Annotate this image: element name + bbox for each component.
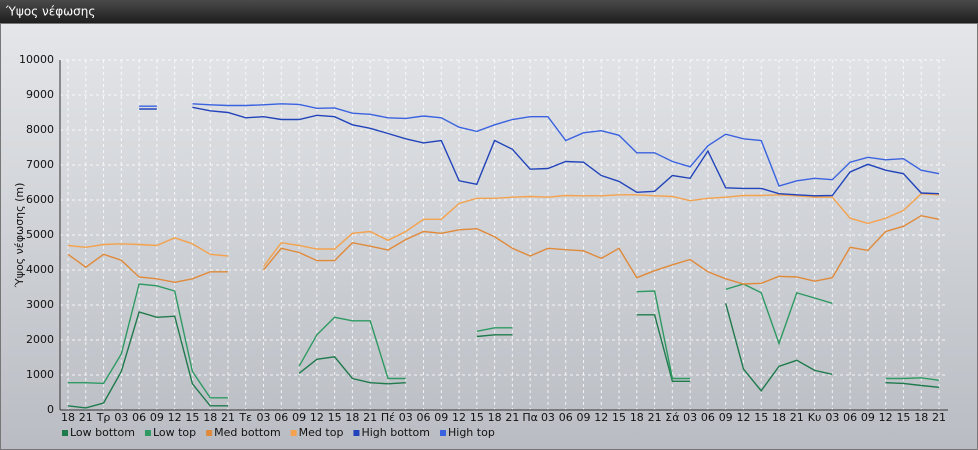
x-tick-label: 18 (488, 411, 502, 424)
x-tick-label: 06 (132, 411, 146, 424)
y-axis-label: Ύψος νέφωσης (m) (13, 183, 26, 289)
x-tick-label: 15 (612, 411, 626, 424)
x-tick-label: 15 (328, 411, 342, 424)
y-tick-label: 5000 (26, 228, 54, 241)
x-tick-label: 06 (843, 411, 857, 424)
x-tick-label: 06 (274, 411, 288, 424)
legend-label: Med bottom (214, 426, 281, 439)
legend-swatch (440, 430, 446, 436)
x-tick-label: 03 (399, 411, 413, 424)
x-tick-label: 06 (701, 411, 715, 424)
y-tick-label: 6000 (26, 193, 54, 206)
x-tick-label: Σά (665, 411, 679, 424)
legend-label: Low bottom (70, 426, 135, 439)
x-tick-label: 03 (683, 411, 697, 424)
legend-swatch (206, 430, 213, 436)
chart-title: Ύψος νέφωσης (5, 5, 95, 19)
x-tick-label: 12 (594, 411, 608, 424)
x-tick-label: 15 (754, 411, 768, 424)
x-tick-label: 12 (310, 411, 324, 424)
y-tick-label: 10000 (19, 53, 54, 66)
title-bar (0, 0, 978, 23)
x-tick-label: 09 (150, 411, 164, 424)
legend-swatch (353, 430, 360, 436)
x-tick-label: 21 (79, 411, 93, 424)
x-tick-label: Τρ (96, 411, 111, 424)
x-tick-label: 09 (576, 411, 590, 424)
series-line (139, 103, 940, 187)
y-tick-label: 2000 (26, 333, 54, 346)
series-line (67, 214, 940, 285)
y-tick-label: 0 (47, 403, 54, 416)
x-tick-label: 21 (363, 411, 377, 424)
x-tick-label: 15 (470, 411, 484, 424)
series-line (67, 303, 940, 409)
x-tick-label: 18 (914, 411, 928, 424)
x-tick-label: 06 (417, 411, 431, 424)
legend-label: High bottom (361, 426, 430, 439)
y-tick-label: 7000 (26, 158, 54, 171)
x-tick-label: 09 (292, 411, 306, 424)
x-tick-label: 18 (345, 411, 359, 424)
x-tick-label: 21 (221, 411, 235, 424)
x-tick-label: 09 (434, 411, 448, 424)
chart-panel (0, 23, 978, 450)
legend-swatch (290, 430, 297, 436)
x-tick-label: 21 (648, 411, 662, 424)
x-tick-label: 03 (114, 411, 128, 424)
x-tick-label: 12 (736, 411, 750, 424)
x-tick-label: 18 (772, 411, 786, 424)
y-tick-label: 8000 (26, 123, 54, 136)
x-tick-label: Κυ (808, 411, 822, 424)
x-tick-label: 21 (932, 411, 946, 424)
x-tick-label: Τε (238, 411, 252, 424)
x-tick-label: Πέ (381, 411, 395, 424)
y-tick-label: 1000 (26, 368, 54, 381)
x-tick-label: 12 (168, 411, 182, 424)
x-tick-label: 21 (790, 411, 804, 424)
x-tick-label: 03 (541, 411, 555, 424)
x-tick-label: 09 (861, 411, 875, 424)
legend-label: Low top (153, 426, 196, 439)
x-tick-label: 18 (61, 411, 75, 424)
series-line (67, 192, 940, 267)
x-tick-label: 18 (630, 411, 644, 424)
series-line (68, 283, 940, 399)
x-tick-label: 12 (452, 411, 466, 424)
x-tick-label: 12 (879, 411, 893, 424)
legend-label: High top (448, 426, 495, 439)
legend-swatch (62, 430, 68, 436)
legend-swatch (144, 430, 151, 436)
x-tick-label: 21 (505, 411, 519, 424)
x-tick-label: 03 (257, 411, 271, 424)
legend-label: Med top (299, 426, 344, 439)
x-tick-label: 15 (185, 411, 199, 424)
y-tick-label: 3000 (26, 298, 54, 311)
y-tick-label: 9000 (26, 88, 54, 101)
x-tick-label: 09 (719, 411, 733, 424)
x-tick-label: 18 (203, 411, 217, 424)
x-tick-label: 15 (896, 411, 910, 424)
x-tick-label: 06 (559, 411, 573, 424)
x-tick-label: Πα (522, 411, 538, 424)
x-tick-label: 03 (825, 411, 839, 424)
y-tick-label: 4000 (26, 263, 54, 276)
series-line (139, 106, 940, 197)
